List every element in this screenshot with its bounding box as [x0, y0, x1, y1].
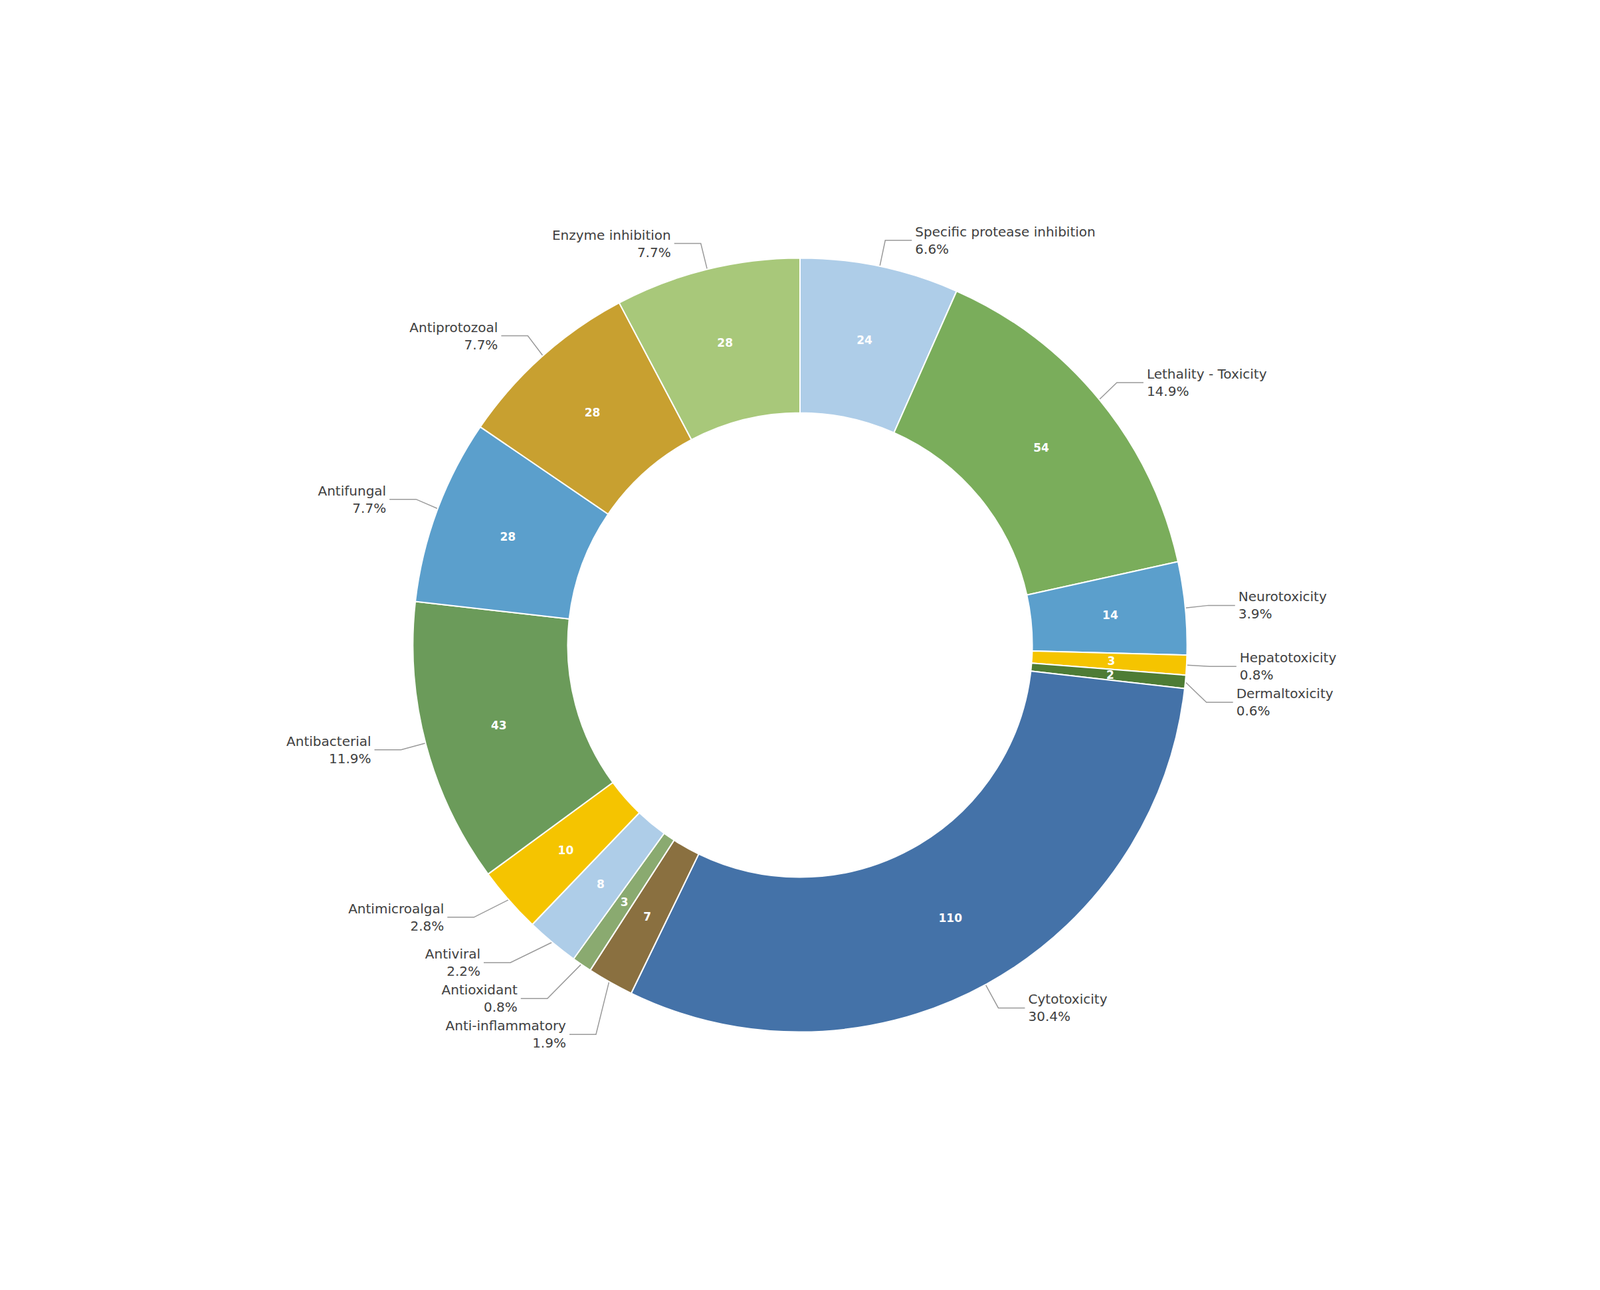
svg-text:110: 110: [938, 911, 963, 925]
svg-text:11.9%: 11.9%: [328, 750, 372, 767]
svg-text:Antimicroalgal: Antimicroalgal: [348, 900, 444, 917]
svg-text:Hepatotoxicity: Hepatotoxicity: [1239, 649, 1337, 666]
svg-text:0.8%: 0.8%: [483, 999, 518, 1016]
svg-text:43: 43: [491, 718, 507, 733]
svg-text:2.8%: 2.8%: [409, 918, 444, 935]
svg-text:14: 14: [1102, 608, 1119, 622]
svg-text:1.9%: 1.9%: [532, 1035, 567, 1052]
svg-text:Specific protease inhibition: Specific protease inhibition: [914, 223, 1096, 240]
svg-text:14.9%: 14.9%: [1146, 383, 1190, 400]
svg-text:54: 54: [1033, 441, 1050, 455]
svg-text:3: 3: [620, 895, 629, 909]
svg-text:Neurotoxicity: Neurotoxicity: [1238, 588, 1327, 605]
svg-text:Dermaltoxicity: Dermaltoxicity: [1236, 685, 1334, 702]
svg-text:30.4%: 30.4%: [1027, 1008, 1071, 1025]
svg-text:7.7%: 7.7%: [637, 244, 672, 261]
svg-text:Enzyme inhibition: Enzyme inhibition: [552, 227, 672, 244]
svg-text:7.7%: 7.7%: [464, 336, 499, 353]
svg-text:8: 8: [596, 877, 605, 892]
svg-text:3.9%: 3.9%: [1238, 605, 1273, 622]
svg-text:Antioxidant: Antioxidant: [441, 982, 518, 999]
svg-text:28: 28: [716, 336, 733, 350]
svg-text:Antiviral: Antiviral: [425, 946, 481, 963]
svg-text:24: 24: [856, 333, 873, 347]
svg-text:28: 28: [499, 530, 516, 544]
svg-text:10: 10: [558, 843, 575, 858]
svg-text:0.6%: 0.6%: [1236, 702, 1271, 719]
svg-text:Cytotoxicity: Cytotoxicity: [1027, 991, 1107, 1008]
svg-text:Anti-inflammatory: Anti-inflammatory: [445, 1017, 567, 1034]
svg-text:2: 2: [1106, 668, 1115, 682]
svg-text:Antiprotozoal: Antiprotozoal: [409, 319, 498, 336]
svg-text:Lethality - Toxicity: Lethality - Toxicity: [1146, 366, 1268, 383]
svg-text:28: 28: [584, 405, 601, 420]
svg-text:2.2%: 2.2%: [446, 963, 481, 980]
svg-text:7.7%: 7.7%: [352, 500, 387, 517]
svg-text:3: 3: [1107, 654, 1116, 668]
svg-text:Antibacterial: Antibacterial: [286, 733, 371, 750]
svg-text:Antifungal: Antifungal: [317, 483, 387, 500]
svg-text:0.8%: 0.8%: [1239, 667, 1274, 684]
svg-text:7: 7: [643, 910, 652, 924]
svg-text:6.6%: 6.6%: [914, 241, 949, 258]
